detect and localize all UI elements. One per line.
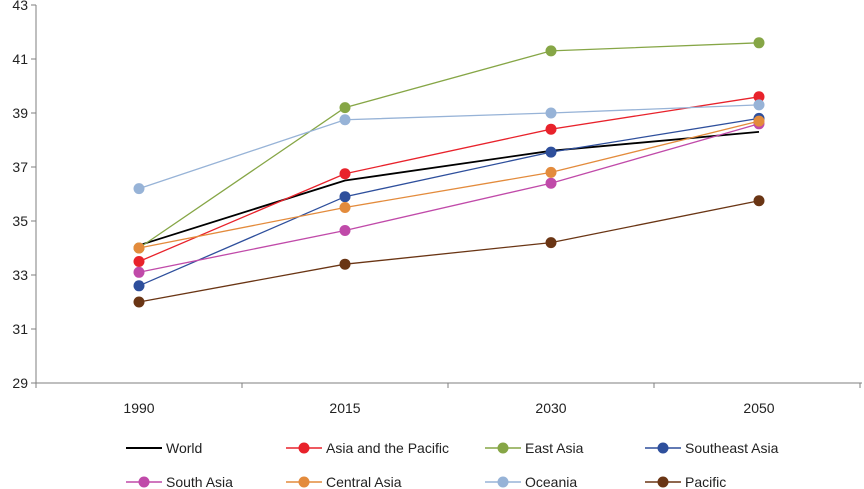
y-tick-label: 33 bbox=[12, 267, 28, 283]
series-line bbox=[138, 96, 760, 263]
legend-label: East Asia bbox=[525, 440, 584, 456]
series-asia-and-the-pacific bbox=[133, 91, 765, 267]
y-tick-label: 37 bbox=[12, 159, 28, 175]
y-tick-label: 35 bbox=[12, 213, 28, 229]
data-point bbox=[545, 177, 557, 189]
data-point bbox=[753, 37, 765, 49]
series-world bbox=[138, 131, 760, 247]
legend-swatch-marker bbox=[657, 442, 669, 454]
series-oceania bbox=[133, 99, 765, 195]
series-line bbox=[138, 123, 760, 273]
legend-item: East Asia bbox=[485, 440, 584, 456]
data-point bbox=[545, 123, 557, 135]
legend-item: Pacific bbox=[645, 474, 726, 489]
legend-swatch-marker bbox=[497, 442, 509, 454]
legend-item: Asia and the Pacific bbox=[286, 440, 449, 456]
series-layer bbox=[133, 37, 765, 308]
series-line bbox=[138, 131, 760, 247]
legend-item: World bbox=[126, 440, 202, 456]
series-line bbox=[138, 120, 760, 249]
y-tick-label: 43 bbox=[12, 0, 28, 13]
legend: World Asia and the Pacific East Asia Southe… bbox=[126, 440, 779, 489]
data-point bbox=[339, 168, 351, 180]
legend-label: Oceania bbox=[525, 474, 577, 489]
data-point bbox=[339, 202, 351, 213]
legend-item: South Asia bbox=[126, 474, 233, 489]
series-line bbox=[138, 117, 760, 287]
series-central-asia bbox=[133, 115, 765, 254]
data-point bbox=[545, 107, 557, 119]
data-point bbox=[545, 237, 557, 249]
series-line bbox=[138, 200, 760, 303]
data-point bbox=[133, 296, 145, 308]
legend-label: Pacific bbox=[685, 474, 726, 489]
x-tick-label: 1990 bbox=[123, 400, 154, 416]
data-point bbox=[753, 115, 765, 127]
x-tick-label: 2015 bbox=[329, 400, 360, 416]
data-point bbox=[339, 191, 351, 203]
data-point bbox=[133, 183, 145, 195]
data-point bbox=[133, 280, 145, 292]
y-tick-label: 41 bbox=[12, 51, 28, 67]
data-point bbox=[133, 242, 145, 254]
legend-item: Central Asia bbox=[286, 474, 402, 489]
data-point bbox=[339, 258, 351, 270]
series-line bbox=[138, 42, 760, 249]
legend-item: Southeast Asia bbox=[645, 440, 779, 456]
data-point bbox=[753, 99, 765, 111]
legend-label: Southeast Asia bbox=[685, 440, 779, 456]
y-tick-label: 29 bbox=[12, 375, 28, 391]
chart-axes bbox=[35, 5, 862, 384]
data-point bbox=[133, 266, 145, 278]
legend-label: Central Asia bbox=[326, 474, 402, 489]
data-point bbox=[339, 114, 351, 126]
x-tick-label: 2030 bbox=[535, 400, 566, 416]
data-point bbox=[133, 256, 145, 267]
x-axis-ticks: 1990 2015 2030 2050 bbox=[35, 383, 861, 416]
series-east-asia bbox=[133, 37, 765, 254]
y-tick-label: 31 bbox=[12, 321, 28, 337]
data-point bbox=[339, 224, 351, 236]
series-line bbox=[138, 104, 760, 190]
legend-swatch-marker bbox=[497, 476, 509, 488]
data-point bbox=[545, 45, 557, 57]
legend-item: Oceania bbox=[485, 474, 577, 489]
legend-swatch-marker bbox=[657, 476, 669, 488]
data-point bbox=[339, 102, 351, 114]
legend-label: South Asia bbox=[166, 474, 233, 489]
y-axis-ticks: 29 31 33 35 37 39 41 43 bbox=[12, 0, 36, 391]
legend-swatch-marker bbox=[298, 476, 310, 488]
data-point bbox=[753, 91, 765, 103]
legend-label: Asia and the Pacific bbox=[326, 440, 449, 456]
legend-label: World bbox=[166, 440, 202, 456]
x-tick-label: 2050 bbox=[743, 400, 774, 416]
data-point bbox=[545, 166, 557, 178]
series-pacific bbox=[133, 195, 765, 308]
legend-swatch-marker bbox=[298, 442, 310, 454]
data-point bbox=[753, 195, 765, 207]
data-point bbox=[545, 146, 557, 158]
legend-swatch-marker bbox=[138, 476, 150, 488]
y-tick-label: 39 bbox=[12, 105, 28, 121]
